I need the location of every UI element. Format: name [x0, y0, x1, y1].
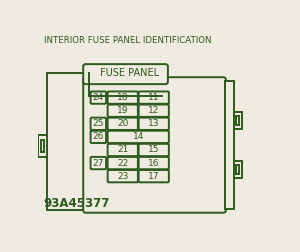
Text: 23: 23: [117, 172, 128, 181]
Bar: [236, 116, 239, 125]
FancyBboxPatch shape: [83, 77, 226, 213]
Bar: [236, 165, 239, 174]
Bar: [38, 135, 47, 156]
FancyBboxPatch shape: [83, 64, 168, 84]
Bar: [40, 140, 44, 152]
Text: 20: 20: [117, 119, 128, 128]
FancyBboxPatch shape: [139, 170, 169, 182]
Text: 27: 27: [93, 159, 104, 168]
FancyBboxPatch shape: [139, 144, 169, 156]
Text: 26: 26: [93, 132, 104, 141]
Text: 24: 24: [93, 93, 104, 102]
Text: 17: 17: [148, 172, 160, 181]
FancyBboxPatch shape: [91, 118, 106, 130]
Text: 13: 13: [148, 119, 160, 128]
Bar: [234, 161, 242, 178]
FancyBboxPatch shape: [139, 157, 169, 169]
FancyBboxPatch shape: [108, 118, 138, 130]
Text: 19: 19: [117, 106, 128, 115]
FancyBboxPatch shape: [108, 144, 138, 156]
Bar: [89, 73, 161, 97]
Text: FUSE PANEL: FUSE PANEL: [100, 68, 159, 78]
FancyBboxPatch shape: [108, 91, 138, 104]
Bar: [234, 112, 242, 129]
Text: 18: 18: [117, 93, 128, 102]
FancyBboxPatch shape: [108, 157, 138, 169]
Bar: [88, 78, 163, 82]
FancyBboxPatch shape: [91, 131, 106, 143]
Text: 25: 25: [93, 119, 104, 128]
FancyBboxPatch shape: [139, 118, 169, 130]
Bar: [225, 81, 234, 209]
Text: 22: 22: [117, 159, 128, 168]
Text: 12: 12: [148, 106, 159, 115]
Text: INTERIOR FUSE PANEL IDENTIFICATION: INTERIOR FUSE PANEL IDENTIFICATION: [44, 36, 211, 45]
Text: 16: 16: [148, 159, 160, 168]
Text: 14: 14: [133, 132, 144, 141]
Bar: [47, 73, 161, 210]
FancyBboxPatch shape: [108, 105, 138, 117]
Text: 93A45377: 93A45377: [44, 197, 110, 210]
FancyBboxPatch shape: [91, 157, 106, 169]
FancyBboxPatch shape: [139, 105, 169, 117]
FancyBboxPatch shape: [91, 91, 106, 104]
FancyBboxPatch shape: [108, 170, 138, 182]
FancyBboxPatch shape: [108, 131, 169, 143]
FancyBboxPatch shape: [139, 91, 169, 104]
Text: 15: 15: [148, 145, 160, 154]
Text: 21: 21: [117, 145, 128, 154]
Text: 11: 11: [148, 93, 160, 102]
